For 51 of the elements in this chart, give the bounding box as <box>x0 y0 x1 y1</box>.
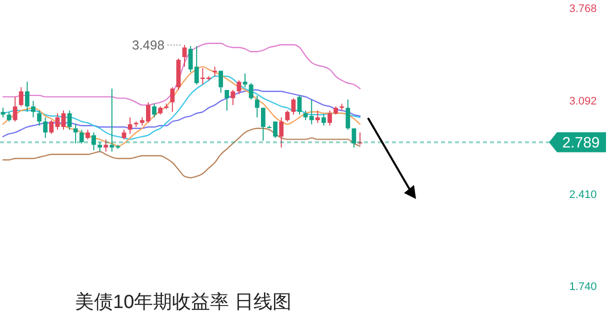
candlestick <box>67 110 72 130</box>
candlestick <box>128 116 132 134</box>
candlestick <box>61 110 66 130</box>
y-tick-label: 1.740 <box>569 280 597 293</box>
candlestick <box>358 132 362 146</box>
candlestick <box>49 120 54 134</box>
y-tick-label: 2.410 <box>569 189 597 202</box>
candlestick <box>25 81 30 112</box>
candlestick <box>104 138 108 152</box>
candlestick <box>328 110 332 126</box>
y-tick-label: 3.768 <box>569 2 597 15</box>
candlestick <box>98 142 102 152</box>
candlestick <box>73 124 78 144</box>
candlestick <box>285 110 290 122</box>
line-series <box>2 66 361 147</box>
candlestick <box>315 110 320 124</box>
candlestick <box>43 116 48 138</box>
text: 美债10年期收益率 日线图 <box>75 291 292 313</box>
candlestick <box>92 132 96 151</box>
y-tick-label: 3.092 <box>569 96 597 108</box>
candlestick <box>6 111 12 122</box>
candlestick <box>31 100 36 118</box>
candlestick <box>12 96 18 122</box>
candlestick <box>224 89 230 112</box>
candlestick <box>218 70 224 94</box>
candlestick <box>254 94 260 118</box>
candlestick <box>236 80 242 95</box>
candlestick <box>86 129 90 140</box>
ref-line-label: 2.789 <box>562 134 600 152</box>
candlestick <box>55 112 60 130</box>
candlestick <box>242 73 248 88</box>
candlestick <box>122 129 126 140</box>
candlestick <box>110 88 114 152</box>
candlestick <box>37 110 42 126</box>
candlestick <box>352 128 356 148</box>
candlestick <box>182 44 187 68</box>
candlestick <box>79 129 84 144</box>
candlestick <box>170 86 175 112</box>
candlestick <box>309 99 314 125</box>
line-series <box>2 89 361 138</box>
candlestick <box>279 116 284 148</box>
candlestick <box>321 114 326 126</box>
candlestick <box>297 94 302 116</box>
candlestick <box>260 107 266 142</box>
candlestick <box>291 98 296 116</box>
candlestick <box>18 86 24 107</box>
candlestick <box>248 82 254 100</box>
annotation: 3.498 <box>132 38 165 53</box>
candlestick <box>230 89 236 106</box>
candlestick <box>152 103 156 118</box>
candlestick <box>346 99 350 130</box>
